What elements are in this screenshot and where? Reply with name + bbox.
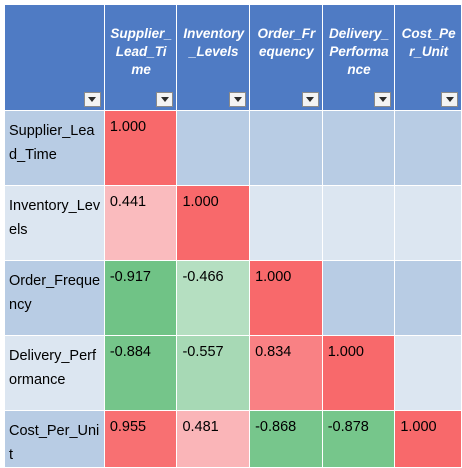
value-cell[interactable]: -0.557: [176, 335, 251, 411]
row-header-cell[interactable]: Cost_Per_Unit: [4, 410, 105, 468]
cell-value: [395, 111, 461, 118]
column-header-label: Cost_Per_Unit: [401, 26, 456, 59]
filter-dropdown-icon[interactable]: [83, 92, 101, 107]
value-cell[interactable]: [321, 260, 396, 336]
cell-value: 0.481: [182, 419, 219, 435]
cell-value: [177, 111, 249, 118]
cell-value: 1.000: [327, 344, 364, 360]
value-cell[interactable]: [394, 260, 462, 336]
cell-value: [323, 186, 395, 193]
value-cell[interactable]: [394, 110, 462, 186]
value-cell[interactable]: 0.834: [249, 335, 323, 411]
table-row: Order_Frequency -0.917 -0.466 1.000: [4, 260, 462, 336]
row-label: Inventory_Levels: [9, 198, 101, 238]
cell-value: -0.884: [109, 344, 151, 360]
column-header-label: Supplier_Lead_Time: [110, 26, 172, 77]
cell-value: [250, 111, 322, 118]
row-label: Delivery_Performance: [9, 348, 97, 388]
value-cell[interactable]: 1.000: [103, 110, 178, 186]
value-cell[interactable]: -0.917: [103, 260, 178, 336]
cell-value: 1.000: [182, 194, 219, 210]
column-header-label: Inventory_Levels: [183, 26, 245, 59]
cell-value: 1.000: [109, 119, 147, 135]
cell-value: [250, 186, 322, 193]
column-header-order-frequency[interactable]: Order_Frequency: [249, 4, 323, 111]
value-cell[interactable]: [394, 335, 462, 411]
cell-value: -0.878: [327, 419, 369, 435]
filter-dropdown-icon[interactable]: [301, 92, 319, 107]
value-cell[interactable]: 1.000: [176, 185, 251, 261]
value-cell[interactable]: [176, 110, 251, 186]
cell-value: [395, 336, 461, 343]
table-row: Cost_Per_Unit 0.955 0.481 -0.868 -0.878 …: [4, 410, 462, 468]
cell-value: -0.917: [109, 269, 151, 285]
cell-value: 0.441: [109, 194, 147, 210]
value-cell[interactable]: 1.000: [321, 335, 396, 411]
header-corner-cell[interactable]: [4, 4, 105, 111]
table-row: Delivery_Performance -0.884 -0.557 0.834…: [4, 335, 462, 411]
cell-value: [323, 261, 395, 268]
row-header-cell[interactable]: Delivery_Performance: [4, 335, 105, 411]
filter-dropdown-icon[interactable]: [229, 92, 247, 107]
row-header-cell[interactable]: Inventory_Levels: [4, 185, 105, 261]
column-header-label: Delivery_Performance: [328, 26, 390, 77]
value-cell[interactable]: [321, 185, 396, 261]
column-header-cost-per-unit[interactable]: Cost_Per_Unit: [394, 4, 462, 111]
value-cell[interactable]: -0.878: [321, 410, 396, 468]
column-header-inventory-levels[interactable]: Inventory_Levels: [176, 4, 251, 111]
value-cell[interactable]: 0.955: [103, 410, 178, 468]
column-header-supplier-lead-time[interactable]: Supplier_Lead_Time: [103, 4, 178, 111]
value-cell[interactable]: 0.481: [176, 410, 251, 468]
table-row: Supplier_Lead_Time 1.000: [4, 110, 462, 186]
cell-value: 1.000: [255, 269, 292, 285]
row-label: Order_Frequency: [9, 273, 101, 313]
filter-dropdown-icon[interactable]: [441, 92, 458, 107]
correlation-matrix-table: Supplier_Lead_Time Inventory_Levels Orde…: [4, 4, 462, 468]
table-row: Inventory_Levels 0.441 1.000: [4, 185, 462, 261]
cell-value: 1.000: [400, 419, 437, 435]
row-label: Cost_Per_Unit: [9, 423, 100, 463]
value-cell[interactable]: [321, 110, 396, 186]
value-cell[interactable]: 1.000: [394, 410, 462, 468]
cell-value: [323, 111, 395, 118]
column-header-label: Order_Frequency: [257, 26, 316, 59]
cell-value: -0.868: [255, 419, 297, 435]
cell-value: [395, 186, 461, 193]
value-cell[interactable]: -0.884: [103, 335, 178, 411]
cell-value: 0.955: [109, 419, 147, 435]
cell-value: -0.466: [182, 269, 224, 285]
value-cell[interactable]: [249, 110, 323, 186]
cell-value: -0.557: [182, 344, 224, 360]
cell-value: 0.834: [255, 344, 292, 360]
filter-dropdown-icon[interactable]: [374, 92, 392, 107]
value-cell[interactable]: 0.441: [103, 185, 178, 261]
row-header-cell[interactable]: Supplier_Lead_Time: [4, 110, 105, 186]
value-cell[interactable]: [394, 185, 462, 261]
column-header-delivery-performance[interactable]: Delivery_Performance: [321, 4, 396, 111]
value-cell[interactable]: 1.000: [249, 260, 323, 336]
value-cell[interactable]: -0.466: [176, 260, 251, 336]
row-label: Supplier_Lead_Time: [9, 123, 95, 163]
value-cell[interactable]: -0.868: [249, 410, 323, 468]
cell-value: [395, 261, 461, 268]
value-cell[interactable]: [249, 185, 323, 261]
filter-dropdown-icon[interactable]: [156, 92, 174, 107]
row-header-cell[interactable]: Order_Frequency: [4, 260, 105, 336]
